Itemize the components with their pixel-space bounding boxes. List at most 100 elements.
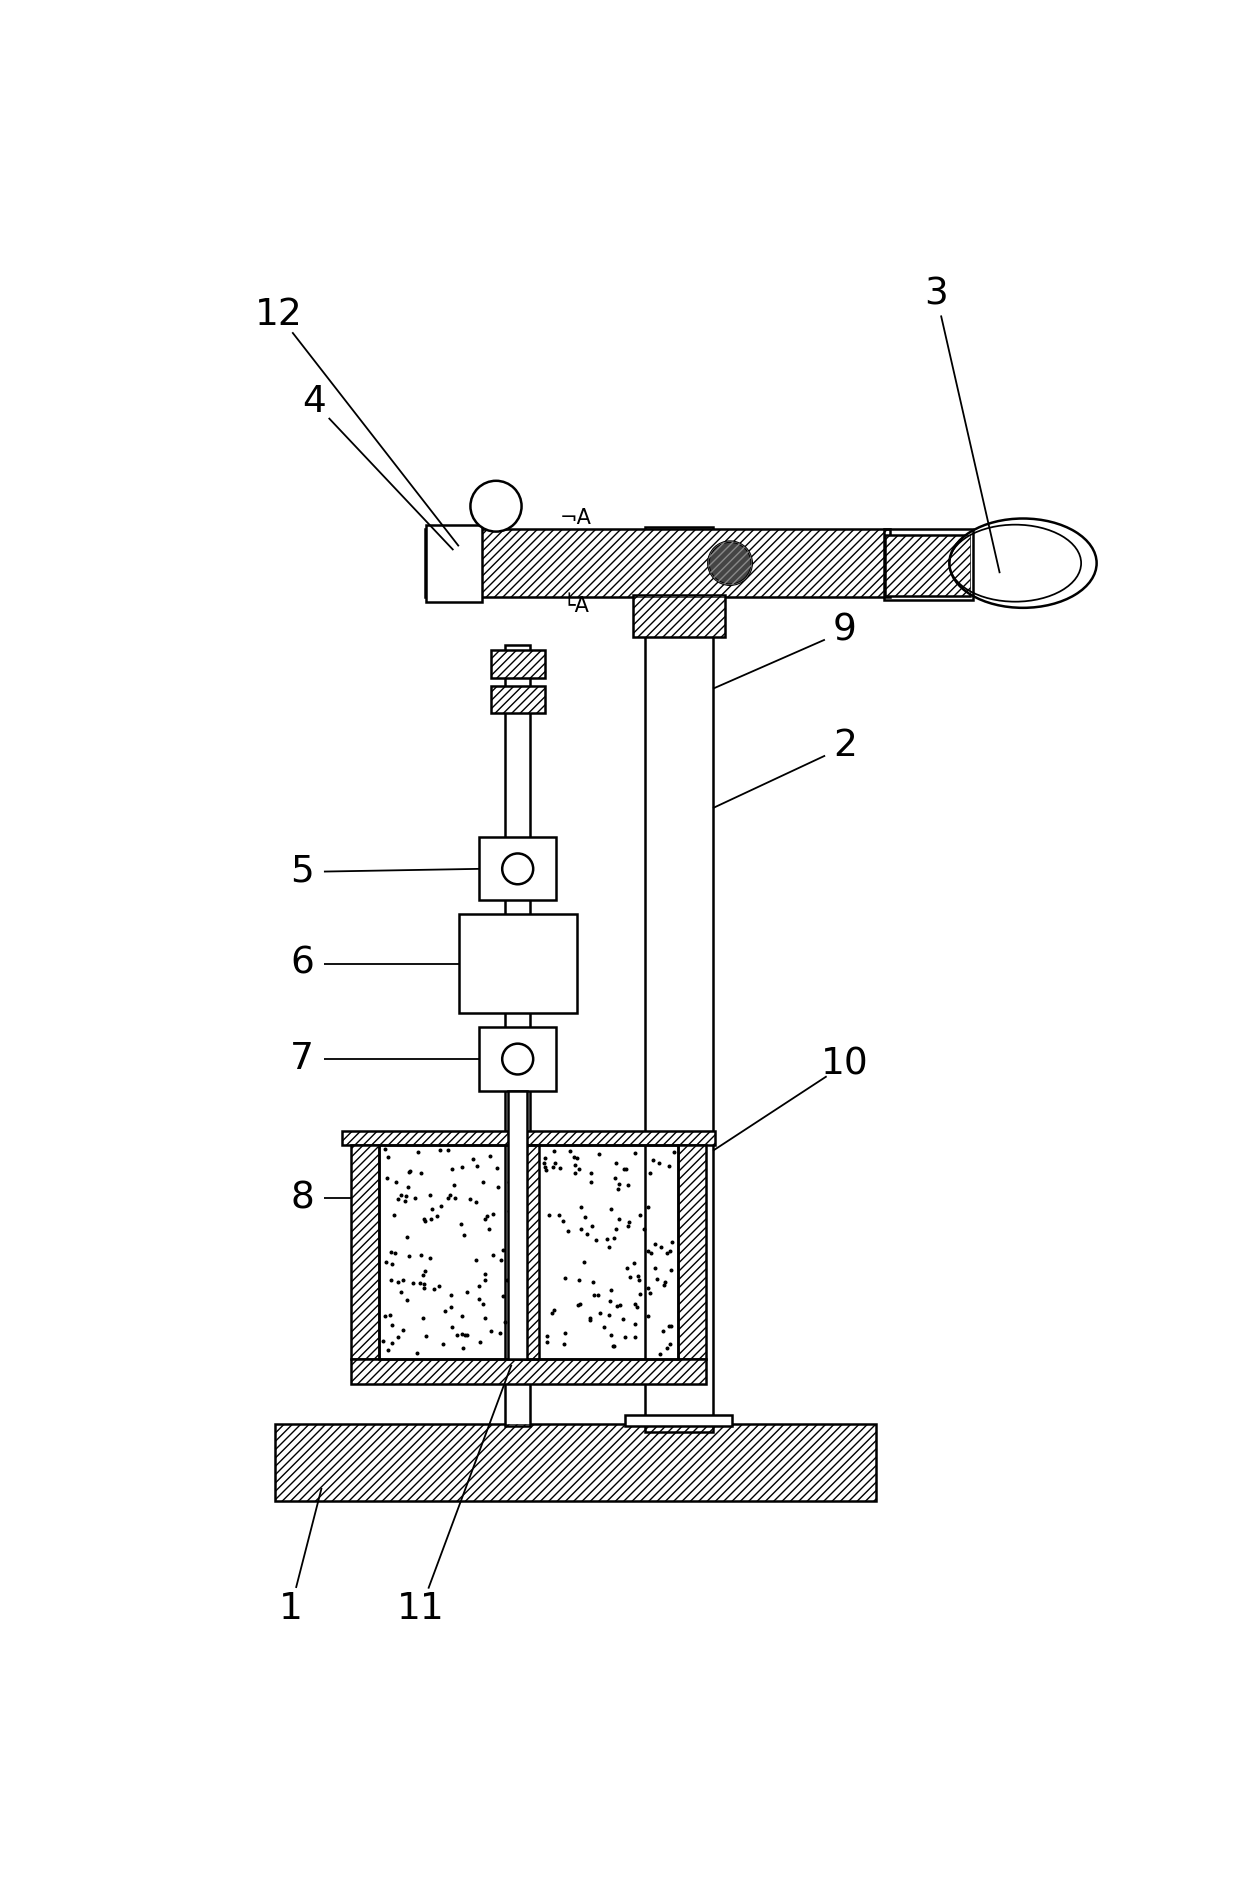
- Point: [433, 1330, 453, 1360]
- Point: [658, 1311, 678, 1341]
- Point: [660, 1235, 680, 1266]
- Point: [544, 1137, 564, 1167]
- Point: [635, 1215, 655, 1245]
- Point: [379, 1300, 399, 1330]
- Point: [625, 1309, 645, 1339]
- Bar: [678, 1145, 706, 1360]
- Point: [657, 1237, 677, 1268]
- Point: [427, 1201, 446, 1232]
- Bar: [491, 650, 544, 678]
- Bar: [379, 1145, 678, 1360]
- Bar: [518, 1145, 538, 1360]
- Point: [587, 1226, 606, 1256]
- Text: 1: 1: [279, 1591, 303, 1626]
- Point: [410, 1239, 430, 1269]
- Point: [599, 1232, 619, 1262]
- Bar: [506, 644, 531, 1426]
- Point: [494, 1235, 513, 1266]
- Point: [598, 1224, 618, 1254]
- Point: [605, 1164, 625, 1194]
- Point: [558, 1217, 578, 1247]
- Bar: [479, 1028, 557, 1090]
- Text: 5: 5: [290, 854, 314, 890]
- Point: [419, 1181, 439, 1211]
- Point: [460, 1184, 480, 1215]
- Point: [451, 1302, 471, 1332]
- Circle shape: [502, 1043, 533, 1075]
- Point: [475, 1266, 495, 1296]
- Point: [608, 1290, 627, 1320]
- Text: 7: 7: [290, 1041, 314, 1077]
- Point: [397, 1285, 417, 1315]
- Point: [534, 1149, 554, 1179]
- Point: [629, 1264, 649, 1294]
- Point: [491, 1245, 511, 1275]
- Bar: [351, 1360, 706, 1385]
- Point: [466, 1245, 486, 1275]
- Point: [543, 1152, 563, 1183]
- Point: [567, 1143, 587, 1173]
- Point: [453, 1334, 472, 1364]
- Point: [377, 1164, 397, 1194]
- Point: [590, 1298, 610, 1328]
- Bar: [491, 650, 544, 678]
- Point: [560, 1135, 580, 1166]
- Point: [570, 1192, 590, 1222]
- Bar: [342, 1132, 715, 1145]
- Point: [388, 1322, 408, 1353]
- Point: [391, 1277, 410, 1307]
- Point: [482, 1239, 502, 1269]
- Point: [446, 1320, 466, 1351]
- Point: [556, 1264, 575, 1294]
- Point: [393, 1315, 413, 1345]
- Point: [501, 1320, 521, 1351]
- Point: [497, 1266, 517, 1296]
- Point: [480, 1141, 500, 1171]
- Point: [657, 1334, 677, 1364]
- Point: [458, 1320, 477, 1351]
- Point: [438, 1135, 458, 1166]
- Point: [580, 1158, 600, 1188]
- Point: [588, 1281, 608, 1311]
- Point: [660, 1328, 680, 1358]
- Bar: [459, 914, 577, 1013]
- Point: [570, 1290, 590, 1320]
- Point: [646, 1252, 666, 1283]
- Point: [414, 1269, 434, 1300]
- Point: [651, 1339, 671, 1370]
- Point: [413, 1260, 433, 1290]
- Point: [554, 1330, 574, 1360]
- Point: [569, 1266, 589, 1296]
- Text: 10: 10: [821, 1047, 869, 1082]
- Point: [609, 1203, 629, 1234]
- Bar: [351, 1360, 706, 1385]
- Point: [382, 1309, 402, 1339]
- Point: [403, 1268, 423, 1298]
- Point: [625, 1137, 645, 1167]
- Point: [637, 1302, 657, 1332]
- Point: [544, 1294, 564, 1324]
- Text: ¬A: ¬A: [560, 508, 591, 527]
- Point: [604, 1222, 624, 1252]
- Point: [422, 1203, 441, 1234]
- Point: [620, 1262, 640, 1292]
- Point: [391, 1179, 410, 1209]
- Point: [614, 1154, 634, 1184]
- Point: [398, 1171, 418, 1201]
- Ellipse shape: [950, 518, 1096, 608]
- Point: [378, 1336, 398, 1366]
- Point: [429, 1271, 449, 1302]
- Point: [565, 1158, 585, 1188]
- Point: [660, 1150, 680, 1181]
- Point: [564, 1141, 584, 1171]
- Point: [397, 1222, 417, 1252]
- Point: [544, 1149, 564, 1179]
- Point: [549, 1200, 569, 1230]
- Text: 12: 12: [255, 297, 303, 332]
- Bar: [275, 1424, 875, 1502]
- Circle shape: [502, 854, 533, 884]
- Point: [376, 1133, 396, 1164]
- Point: [470, 1285, 490, 1315]
- Point: [394, 1186, 414, 1217]
- Point: [583, 1268, 603, 1298]
